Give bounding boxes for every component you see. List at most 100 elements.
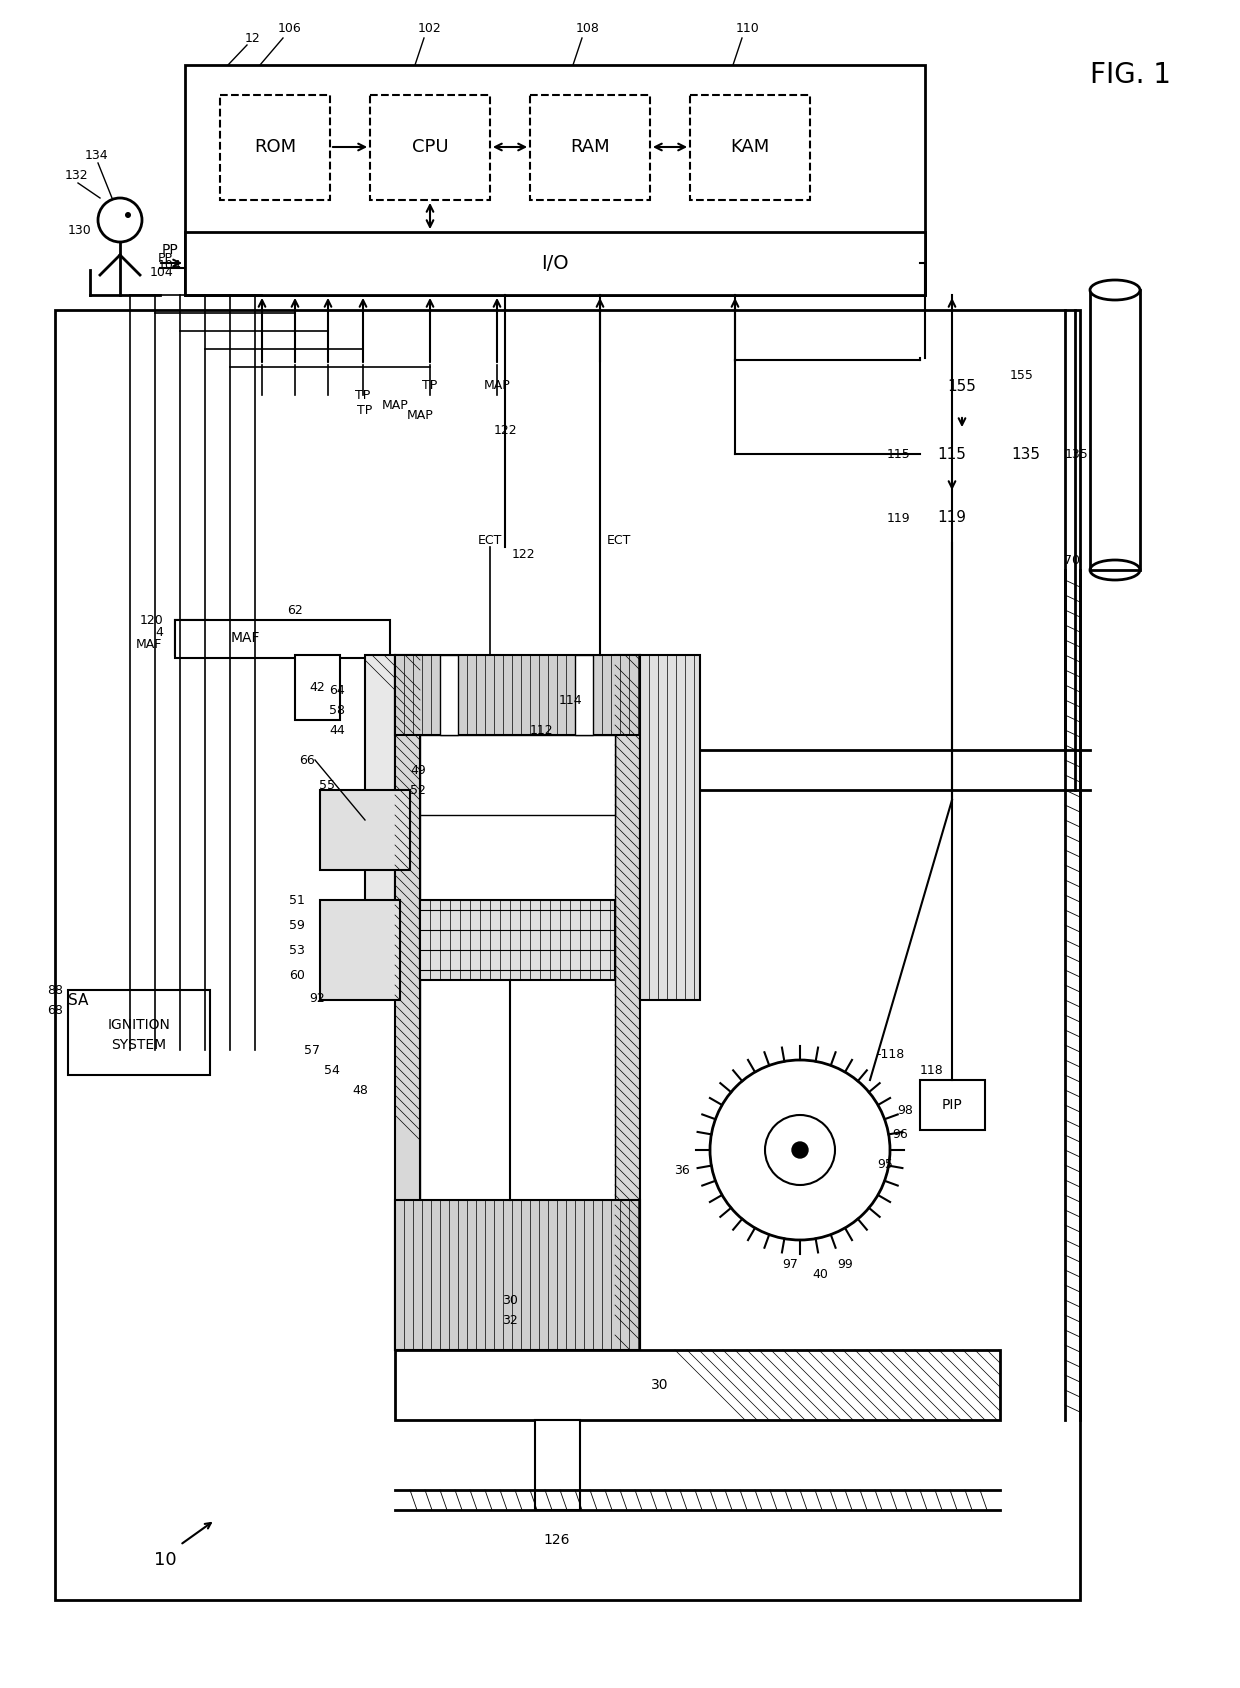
Bar (396, 655, 640, 734)
Bar (640, 655, 701, 999)
Bar (55, 311, 1080, 1600)
Text: MAF: MAF (231, 631, 259, 645)
Text: 51: 51 (289, 893, 305, 906)
Bar (420, 655, 615, 1350)
Bar (420, 900, 615, 981)
Text: 42: 42 (309, 680, 325, 694)
Text: 62: 62 (288, 604, 303, 616)
Text: 135: 135 (1012, 447, 1040, 461)
Text: 112: 112 (529, 724, 553, 736)
Text: 95: 95 (877, 1158, 893, 1171)
Bar (440, 655, 458, 734)
Text: 118: 118 (920, 1063, 944, 1077)
Text: 120: 120 (139, 613, 162, 626)
Text: 134: 134 (86, 149, 109, 162)
Text: 106: 106 (278, 22, 301, 34)
Text: 48: 48 (352, 1084, 368, 1097)
Bar (370, 95, 490, 199)
Bar (529, 95, 650, 199)
Text: MAP: MAP (382, 398, 408, 412)
Text: 126: 126 (544, 1533, 570, 1546)
Text: 122: 122 (494, 424, 517, 437)
Text: 119: 119 (887, 511, 910, 525)
Bar (615, 655, 640, 1350)
Bar (689, 95, 810, 199)
Text: 66: 66 (299, 753, 315, 766)
Text: ROM: ROM (254, 138, 296, 155)
Text: 52: 52 (410, 783, 425, 797)
Bar (185, 231, 925, 295)
Text: 12: 12 (246, 32, 260, 44)
Text: 70: 70 (1064, 554, 1080, 567)
Text: 110: 110 (737, 22, 760, 34)
Text: -118: -118 (877, 1048, 905, 1062)
Text: 132: 132 (64, 169, 88, 182)
Text: 92: 92 (309, 991, 325, 1004)
Bar (320, 900, 401, 999)
Bar (920, 358, 1004, 415)
Text: MAP: MAP (407, 408, 433, 422)
Text: 114: 114 (558, 694, 582, 707)
Bar (575, 655, 593, 734)
Text: 122: 122 (512, 549, 536, 562)
Text: 55: 55 (319, 778, 335, 792)
Text: SYSTEM: SYSTEM (112, 1038, 166, 1052)
Bar (420, 734, 615, 815)
Text: 96: 96 (892, 1129, 908, 1141)
Text: 64: 64 (330, 684, 345, 697)
Bar (320, 790, 410, 869)
Text: 104: 104 (159, 258, 182, 272)
Text: 99: 99 (837, 1259, 853, 1271)
Text: KAM: KAM (730, 138, 770, 155)
Text: 98: 98 (897, 1104, 913, 1116)
Text: FIG. 1: FIG. 1 (1090, 61, 1171, 89)
Text: 135: 135 (1065, 447, 1089, 461)
Text: 115: 115 (887, 447, 910, 461)
Text: 108: 108 (577, 22, 600, 34)
Text: TP: TP (356, 388, 371, 402)
Text: PIP: PIP (941, 1097, 962, 1112)
Text: TP: TP (423, 378, 438, 392)
Text: 119: 119 (937, 510, 966, 525)
Text: ECT: ECT (477, 533, 502, 547)
Text: 155: 155 (947, 378, 976, 393)
Bar (68, 989, 210, 1075)
Bar (920, 493, 985, 544)
Text: CPU: CPU (412, 138, 449, 155)
Text: 60: 60 (289, 969, 305, 981)
Bar (365, 655, 396, 920)
Text: ECT: ECT (608, 533, 631, 547)
Bar (534, 1420, 580, 1511)
Bar (396, 1200, 640, 1350)
Text: 30: 30 (651, 1377, 668, 1393)
Text: 68: 68 (47, 1003, 63, 1016)
Text: 36: 36 (675, 1163, 689, 1177)
Text: 30: 30 (502, 1293, 518, 1307)
Text: 104: 104 (149, 265, 174, 279)
Text: 155: 155 (1011, 368, 1034, 381)
Bar (175, 619, 208, 655)
Text: 102: 102 (418, 22, 441, 34)
Text: 54: 54 (324, 1063, 340, 1077)
Bar (175, 619, 391, 658)
Text: MAF: MAF (135, 638, 162, 652)
Text: I/O: I/O (541, 253, 569, 272)
Text: 10: 10 (154, 1551, 176, 1570)
Text: TP: TP (357, 403, 373, 417)
Circle shape (792, 1143, 808, 1158)
Bar (295, 655, 340, 721)
Ellipse shape (1090, 280, 1140, 300)
Bar (920, 1080, 985, 1129)
Text: MAP: MAP (484, 378, 511, 392)
Text: 115: 115 (937, 447, 966, 461)
Bar (993, 430, 1060, 478)
Text: 59: 59 (289, 918, 305, 932)
Text: 97: 97 (782, 1259, 797, 1271)
Text: IGNITION: IGNITION (108, 1018, 170, 1031)
Text: 53: 53 (289, 944, 305, 957)
Text: RAM: RAM (570, 138, 610, 155)
Text: SA: SA (68, 993, 88, 1008)
Bar (396, 655, 420, 1350)
Text: 49: 49 (410, 763, 425, 776)
Text: PP: PP (157, 252, 174, 265)
